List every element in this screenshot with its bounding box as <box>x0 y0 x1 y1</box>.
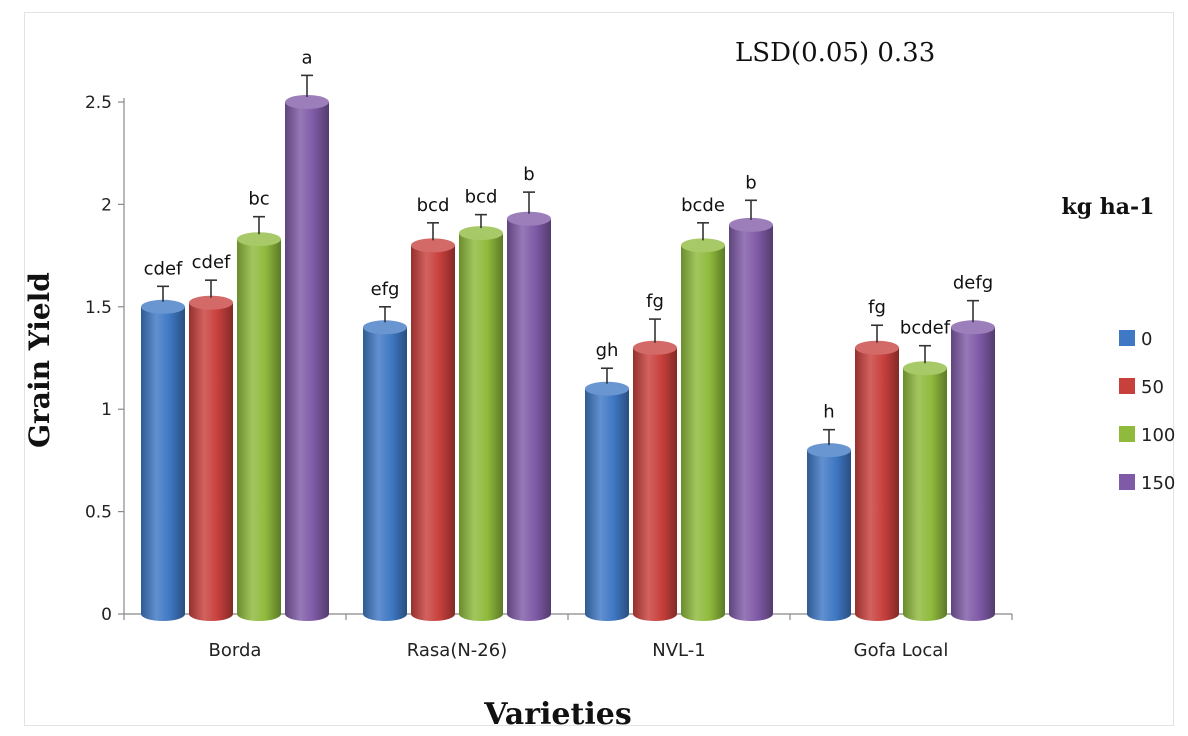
bar-body <box>855 347 899 621</box>
y-tick-label: 1 <box>101 400 112 420</box>
bar: bcd <box>411 195 455 622</box>
bar-top <box>141 299 185 314</box>
significance-label: bcde <box>681 195 725 216</box>
significance-label: a <box>301 47 312 68</box>
x-tick-label: Rasa(N-26) <box>407 640 507 661</box>
bar: gh <box>585 340 629 621</box>
bar-top <box>507 211 551 226</box>
x-tick-label: Gofa Local <box>854 640 949 661</box>
significance-label: bcd <box>465 187 498 208</box>
bar-top <box>903 361 947 376</box>
bar-body <box>507 218 551 621</box>
bar-body <box>585 388 629 621</box>
significance-label: defg <box>953 273 993 294</box>
bar-body <box>807 450 851 621</box>
bar: bc <box>237 189 281 621</box>
bar-body <box>141 306 185 621</box>
legend-label: 100 <box>1141 425 1175 446</box>
significance-label: gh <box>596 340 619 361</box>
x-tick-label: NVL-1 <box>652 640 705 661</box>
bar: bcde <box>681 195 725 622</box>
significance-label: h <box>823 402 834 423</box>
bar: cdef <box>141 258 185 621</box>
legend-swatch <box>1119 378 1135 394</box>
bar-body <box>951 327 995 621</box>
bar-body <box>411 245 455 622</box>
bar-body <box>363 327 407 621</box>
bar-body <box>189 302 233 621</box>
bar: h <box>807 402 851 621</box>
bar-top <box>681 238 725 253</box>
bar-body <box>681 245 725 622</box>
significance-label: cdef <box>192 252 231 273</box>
significance-label: b <box>745 172 756 193</box>
y-tick-label: 0 <box>101 605 112 625</box>
significance-label: cdef <box>144 258 183 279</box>
bar-body <box>729 224 773 621</box>
y-tick-label: 1.5 <box>85 298 112 318</box>
y-tick-label: 2 <box>101 195 112 215</box>
legend-label: 150 <box>1141 473 1175 494</box>
bar-body <box>903 368 947 621</box>
legend-title: kg ha-1 <box>1062 194 1155 220</box>
x-tick-label: Borda <box>209 640 262 661</box>
bar: fg <box>855 297 899 621</box>
bar: cdef <box>189 252 233 621</box>
legend-label: 50 <box>1141 377 1164 398</box>
significance-label: fg <box>646 291 664 312</box>
legend-swatch <box>1119 474 1135 490</box>
bar-top <box>951 320 995 335</box>
y-axis-title: Grain Yield <box>23 272 56 448</box>
bar: defg <box>951 273 995 621</box>
x-axis-title: Varieties <box>483 697 631 732</box>
y-tick-label: 0.5 <box>85 503 112 523</box>
bar-top <box>189 295 233 310</box>
bar-top <box>807 443 851 458</box>
legend-label: 0 <box>1141 329 1152 350</box>
bar-body <box>633 347 677 621</box>
significance-label: efg <box>371 279 400 300</box>
bar-top <box>633 340 677 355</box>
bar-top <box>585 381 629 396</box>
bar: fg <box>633 291 677 621</box>
bar-top <box>237 232 281 247</box>
bar: a <box>285 47 329 621</box>
bar-top <box>459 226 503 241</box>
significance-label: bcd <box>417 195 450 216</box>
significance-label: b <box>523 164 534 185</box>
significance-label: bcdef <box>900 318 951 339</box>
significance-label: bc <box>248 189 269 210</box>
legend-swatch <box>1119 426 1135 442</box>
bar: bcdef <box>900 318 951 621</box>
y-tick-label: 2.5 <box>85 93 112 113</box>
bar: efg <box>363 279 407 621</box>
bar-top <box>411 238 455 253</box>
bar-top <box>855 340 899 355</box>
bar: b <box>729 172 773 621</box>
bar-top <box>363 320 407 335</box>
significance-label: fg <box>868 297 886 318</box>
bar-body <box>285 102 329 621</box>
bar: bcd <box>459 187 503 621</box>
bar-top <box>285 95 329 109</box>
lsd-annotation: LSD(0.05) 0.33 <box>735 38 935 68</box>
bar-top <box>729 217 773 232</box>
bar: b <box>507 164 551 621</box>
bar-body <box>459 233 503 621</box>
bar-body <box>237 239 281 621</box>
legend-swatch <box>1119 330 1135 346</box>
